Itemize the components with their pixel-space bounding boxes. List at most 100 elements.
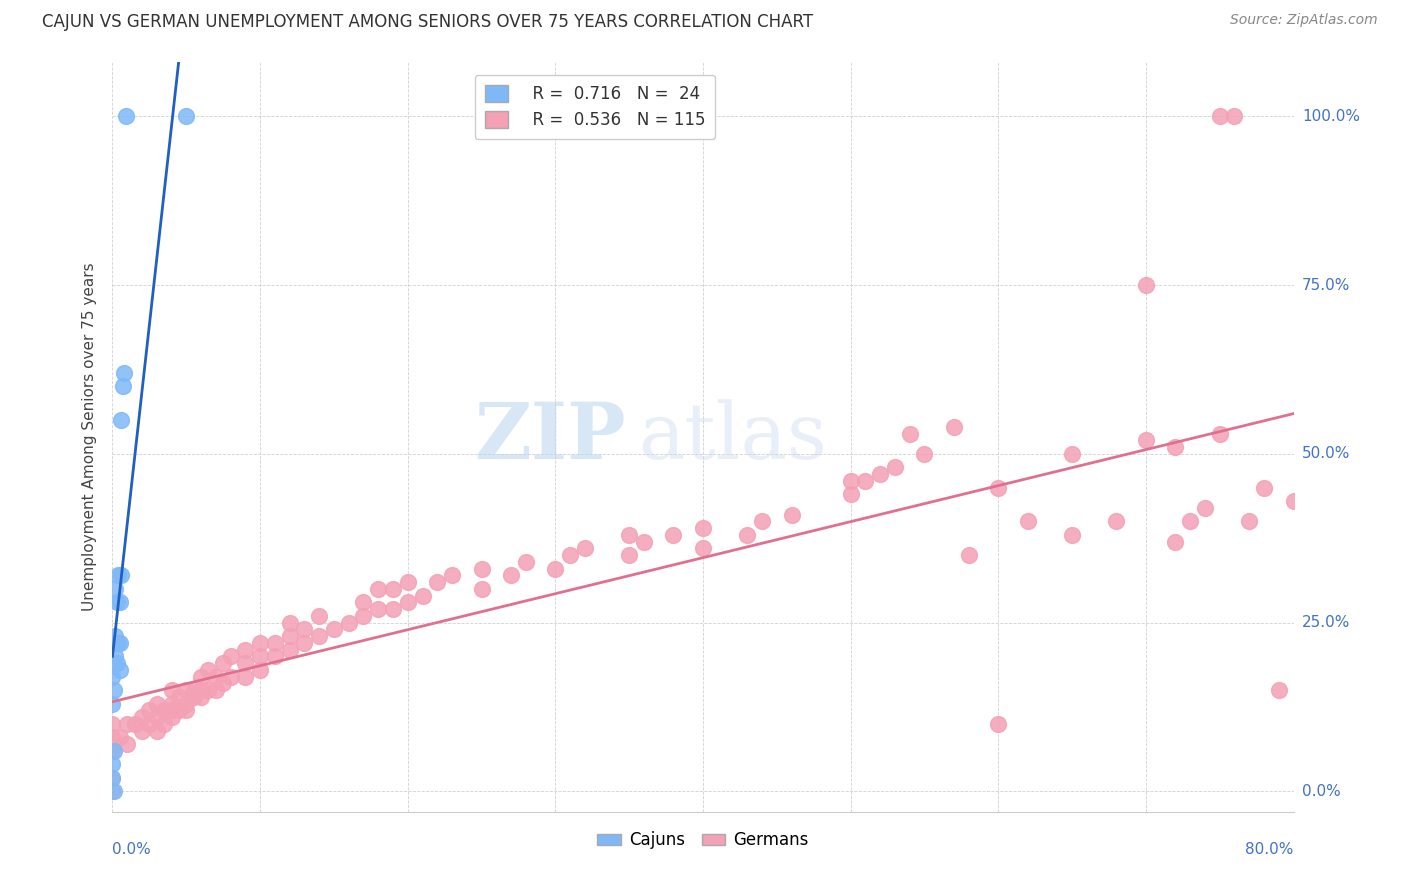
- Point: [233, 642, 256, 657]
- Legend: Cajuns, Germans: Cajuns, Germans: [591, 824, 815, 855]
- Point: [396, 575, 419, 590]
- Point: [839, 487, 862, 501]
- Point: [160, 697, 183, 711]
- Point: [101, 771, 124, 785]
- Point: [103, 744, 125, 758]
- Point: [411, 589, 433, 603]
- Point: [183, 683, 205, 698]
- Point: [131, 723, 153, 738]
- Point: [104, 629, 127, 643]
- Text: 100.0%: 100.0%: [1302, 109, 1360, 124]
- Point: [1208, 110, 1232, 124]
- Point: [308, 609, 330, 624]
- Point: [174, 110, 197, 124]
- Point: [1178, 515, 1201, 529]
- Point: [780, 508, 803, 522]
- Point: [103, 683, 125, 698]
- Point: [249, 663, 271, 677]
- Point: [1223, 110, 1246, 124]
- Point: [914, 447, 936, 461]
- Point: [104, 582, 127, 596]
- Point: [167, 703, 190, 717]
- Point: [146, 710, 169, 724]
- Point: [146, 697, 169, 711]
- Text: 25.0%: 25.0%: [1302, 615, 1350, 631]
- Point: [105, 657, 128, 671]
- Point: [117, 737, 138, 751]
- Point: [1194, 500, 1216, 515]
- Point: [101, 771, 124, 785]
- Point: [396, 595, 419, 609]
- Point: [108, 731, 131, 745]
- Point: [1164, 534, 1187, 549]
- Point: [352, 595, 374, 609]
- Point: [337, 615, 360, 630]
- Point: [1135, 278, 1157, 293]
- Point: [619, 548, 641, 562]
- Point: [855, 474, 877, 488]
- Point: [1062, 528, 1084, 542]
- Point: [190, 683, 212, 698]
- Point: [751, 515, 773, 529]
- Point: [101, 670, 124, 684]
- Point: [558, 548, 582, 562]
- Point: [249, 649, 271, 664]
- Point: [124, 717, 146, 731]
- Point: [108, 636, 131, 650]
- Point: [987, 717, 1010, 731]
- Point: [101, 697, 124, 711]
- Point: [884, 460, 907, 475]
- Point: [249, 636, 271, 650]
- Point: [619, 528, 641, 542]
- Point: [692, 521, 714, 535]
- Text: 0.0%: 0.0%: [112, 842, 152, 857]
- Point: [898, 426, 921, 441]
- Point: [105, 636, 128, 650]
- Point: [1312, 434, 1334, 448]
- Point: [105, 595, 128, 609]
- Point: [367, 602, 389, 616]
- Point: [107, 568, 129, 582]
- Point: [1282, 494, 1305, 508]
- Point: [633, 534, 655, 549]
- Point: [382, 582, 405, 596]
- Point: [278, 615, 301, 630]
- Point: [470, 562, 494, 576]
- Point: [190, 670, 212, 684]
- Point: [942, 420, 965, 434]
- Point: [108, 595, 131, 609]
- Point: [212, 676, 235, 690]
- Point: [1253, 481, 1275, 495]
- Point: [692, 541, 714, 556]
- Point: [101, 731, 124, 745]
- Point: [470, 582, 494, 596]
- Point: [212, 657, 235, 671]
- Point: [138, 703, 160, 717]
- Text: 50.0%: 50.0%: [1302, 447, 1350, 461]
- Point: [501, 568, 523, 582]
- Point: [111, 379, 134, 393]
- Point: [153, 717, 176, 731]
- Point: [441, 568, 464, 582]
- Text: ZIP: ZIP: [475, 399, 626, 475]
- Point: [107, 636, 129, 650]
- Point: [515, 555, 537, 569]
- Point: [1268, 683, 1291, 698]
- Point: [183, 690, 205, 704]
- Text: Source: ZipAtlas.com: Source: ZipAtlas.com: [1230, 13, 1378, 28]
- Point: [662, 528, 685, 542]
- Point: [205, 670, 228, 684]
- Point: [146, 723, 169, 738]
- Point: [174, 697, 197, 711]
- Point: [839, 474, 862, 488]
- Point: [110, 413, 132, 427]
- Point: [1164, 440, 1187, 454]
- Point: [1355, 467, 1378, 482]
- Point: [205, 683, 228, 698]
- Point: [426, 575, 449, 590]
- Point: [219, 649, 242, 664]
- Point: [264, 636, 287, 650]
- Y-axis label: Unemployment Among Seniors over 75 years: Unemployment Among Seniors over 75 years: [82, 263, 97, 611]
- Point: [233, 657, 256, 671]
- Point: [233, 670, 256, 684]
